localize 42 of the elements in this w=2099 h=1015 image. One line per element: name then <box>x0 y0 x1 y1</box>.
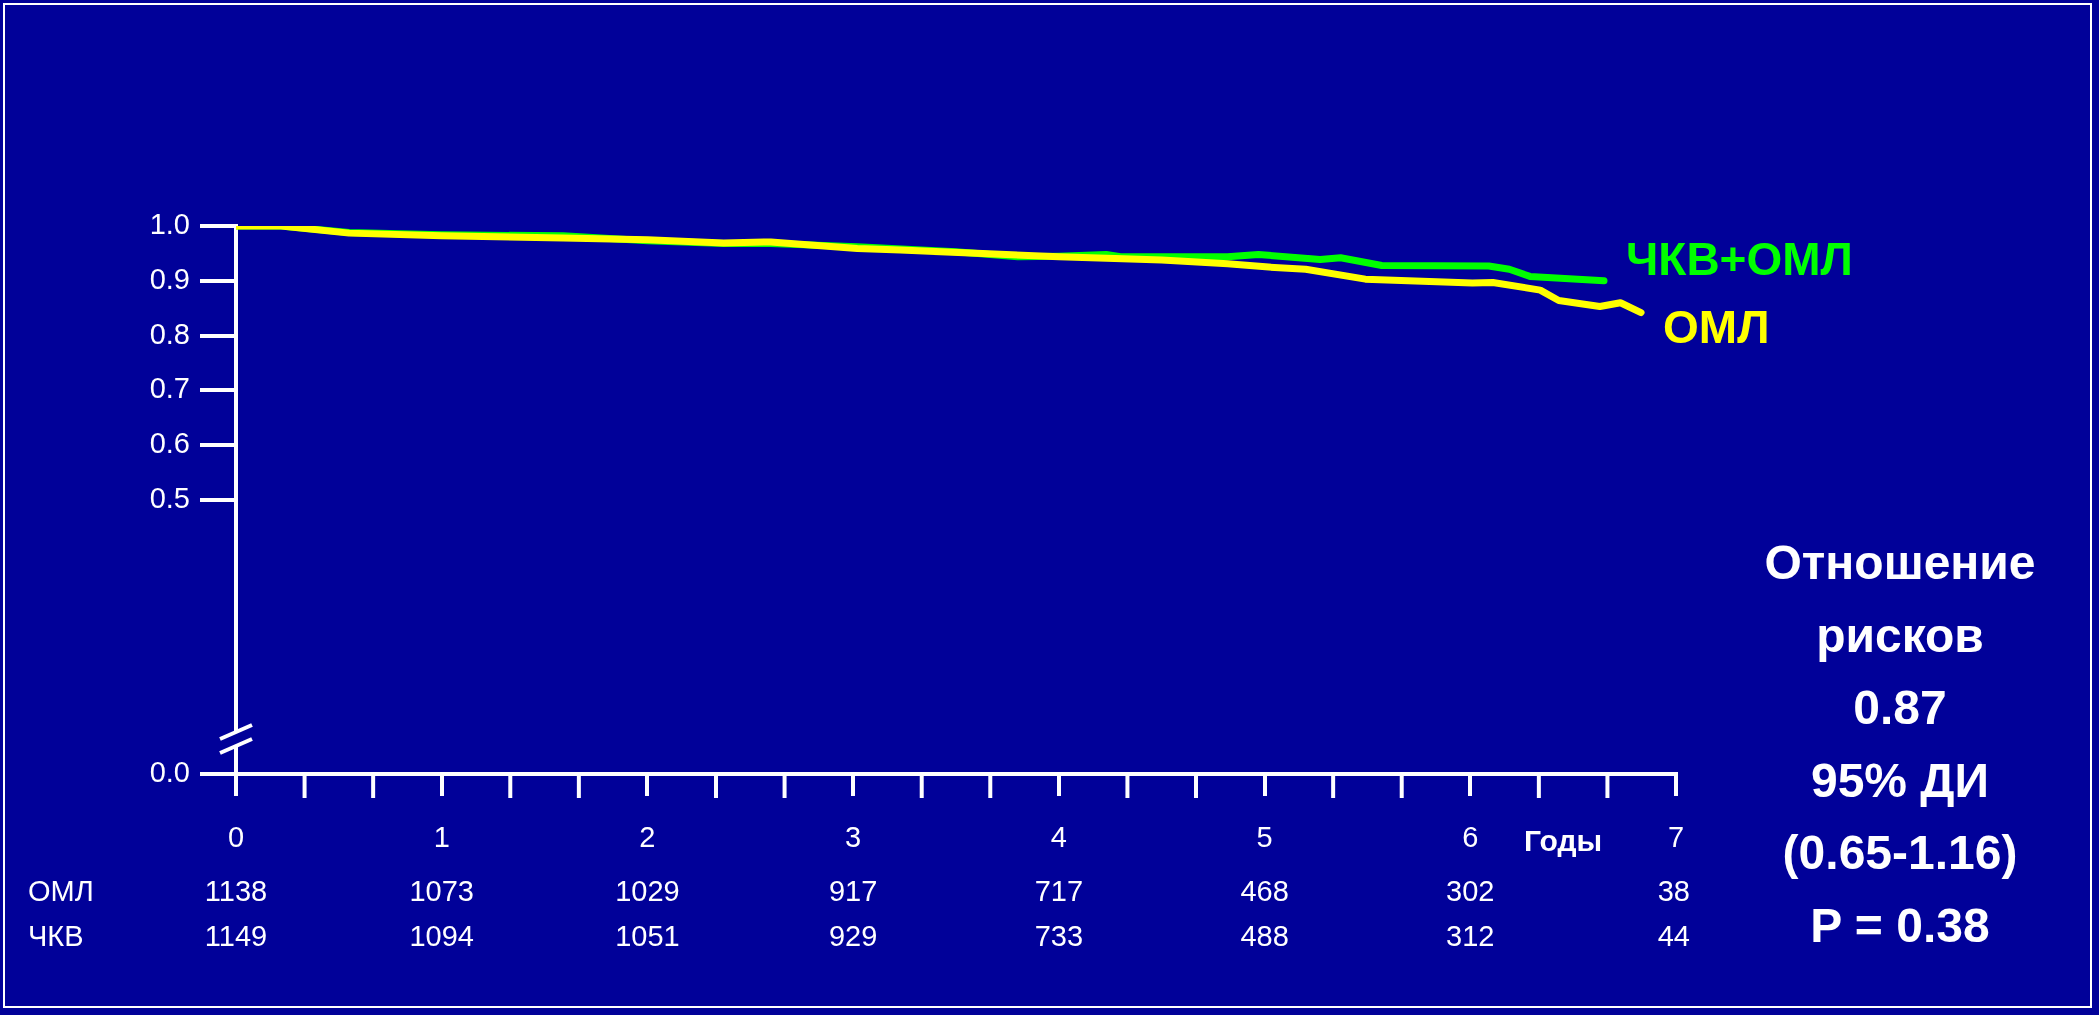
text: Отношение <box>1764 536 2036 590</box>
text: 95% ДИ <box>1810 753 1990 807</box>
y-tick-label: 1.0 <box>149 208 190 240</box>
x-tick-label: 3 <box>845 821 862 854</box>
x-tick-label: 1 <box>433 821 450 854</box>
x-tick-label: 2 <box>639 821 656 854</box>
x-axis-title: Годы <box>1524 824 1603 858</box>
text: 0.87 <box>1853 681 1947 735</box>
x-tick-label: 4 <box>1050 821 1067 854</box>
text: 44 <box>1657 920 1690 952</box>
text: 717 <box>1034 875 1084 907</box>
x-tick-label: 6 <box>1462 821 1479 854</box>
text: 488 <box>1240 920 1289 952</box>
y-tick-label: 0.7 <box>149 372 190 405</box>
text: 1073 <box>409 875 474 907</box>
x-tick-label: 5 <box>1256 821 1273 854</box>
y-tick-label: 0.9 <box>149 262 190 295</box>
text: (0.65-1.16) <box>1782 826 2018 880</box>
text: 312 <box>1446 920 1495 952</box>
text: 1051 <box>615 920 680 952</box>
y-tick-label: 0.8 <box>149 317 190 350</box>
text: P = 0.38 <box>1810 898 1990 952</box>
text: ЧКВ <box>28 920 84 952</box>
y-tick-label: 0.6 <box>149 427 190 460</box>
text: ОМЛ <box>28 875 94 907</box>
y-tick-label: 0.0 <box>149 756 190 788</box>
text: 733 <box>1034 920 1084 952</box>
text: 38 <box>1657 875 1690 907</box>
text: 929 <box>828 920 878 952</box>
x-tick-label: 7 <box>1667 821 1685 854</box>
series-label: ОМЛ <box>1663 301 1770 354</box>
series-label: ЧКВ+ОМЛ <box>1626 233 1853 286</box>
text: рисков <box>1816 608 1984 662</box>
text: 1149 <box>204 920 268 952</box>
text: 1029 <box>615 875 680 907</box>
y-tick-label: 0.5 <box>149 482 190 514</box>
text: 1138 <box>204 875 268 907</box>
text: 302 <box>1446 875 1495 907</box>
text: 1094 <box>409 920 474 952</box>
text: 917 <box>828 875 878 907</box>
text: 468 <box>1240 875 1289 907</box>
x-tick-label: 0 <box>227 821 245 854</box>
